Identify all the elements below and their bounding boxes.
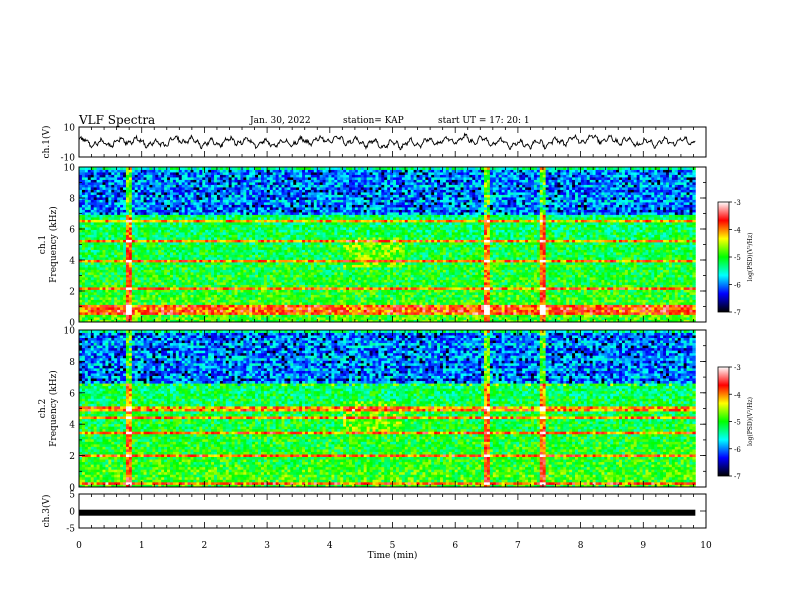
- ch1-ytick-label: 10: [64, 124, 76, 134]
- ch2-colorbar: [717, 366, 730, 477]
- ch3-ylabel: ch.3(V): [41, 495, 52, 528]
- sp1-ytick-label: 0: [69, 319, 75, 329]
- x-tick-label: 1: [139, 541, 145, 551]
- sp1-ylabel: ch.1: [38, 235, 48, 254]
- ch2-colorbar-label: log(PSD)(V²/Hz): [747, 397, 754, 446]
- ch1-colorbar-label: log(PSD)(V²/Hz): [747, 233, 754, 282]
- x-tick-label: 4: [327, 541, 333, 551]
- station-label: station= KAP: [343, 116, 404, 126]
- ch3-ytick-label: 0: [69, 508, 75, 518]
- sp1-ytick-label: 8: [69, 195, 75, 205]
- sp1-ytick-label: 2: [69, 288, 75, 298]
- ch3-waveform-line: [79, 509, 696, 516]
- sp2-ytick-label: 8: [69, 358, 75, 368]
- sp2-ytick-label: 0: [69, 484, 75, 494]
- x-tick-label: 10: [700, 541, 712, 551]
- date-label: Jan. 30, 2022: [250, 116, 311, 126]
- start-time-label: start UT = 17: 20: 1: [438, 116, 530, 126]
- x-tick-label: 6: [452, 541, 458, 551]
- ch1-ylabel: ch.1(V): [41, 126, 52, 159]
- sp2-ytick-label: 6: [69, 389, 75, 399]
- chart-title: VLF Spectra: [79, 113, 155, 127]
- ch2-colorbar-tick-label: -4: [734, 391, 741, 399]
- x-tick-label: 0: [76, 541, 82, 551]
- x-tick-label: 3: [264, 541, 270, 551]
- x-tick-label: 8: [578, 541, 584, 551]
- ch1-colorbar-tick-label: -7: [734, 309, 741, 317]
- sp1-ylabel: Frequency (kHz): [48, 206, 59, 283]
- sp2-ytick-label: 2: [69, 452, 75, 462]
- x-axis-label: Time (min): [368, 550, 418, 561]
- ch3-ytick-label: -5: [66, 525, 75, 535]
- x-tick-label: 7: [515, 541, 521, 551]
- ch2-colorbar-tick-label: -3: [734, 364, 741, 372]
- ch3-ytick-label: 5: [69, 491, 75, 501]
- ch1-ytick-label: -10: [61, 154, 76, 164]
- sp1-ytick-label: 6: [69, 226, 75, 236]
- ch1-spectrogram: [79, 167, 696, 323]
- x-tick-label: 9: [640, 541, 646, 551]
- ch1-colorbar-tick-label: -4: [734, 227, 741, 235]
- x-tick-label: 5: [390, 541, 396, 551]
- ch2-colorbar-tick-label: -5: [734, 419, 741, 427]
- sp1-ytick-label: 4: [69, 257, 75, 267]
- x-tick-label: 2: [202, 541, 208, 551]
- ch2-colorbar-tick-label: -7: [734, 473, 741, 481]
- ch2-spectrogram: [79, 330, 696, 488]
- sp1-ytick-label: 10: [64, 164, 76, 174]
- sp2-ylabel: ch.2: [38, 399, 48, 418]
- ch1-waveform-line: [78, 132, 696, 151]
- ch1-colorbar-tick-label: -3: [734, 199, 741, 207]
- ch1-colorbar: [717, 201, 730, 313]
- sp2-ytick-label: 10: [64, 327, 76, 337]
- ch1-colorbar-tick-label: -5: [734, 254, 741, 262]
- sp2-ylabel: Frequency (kHz): [48, 370, 59, 447]
- sp2-ytick-label: 4: [69, 421, 75, 431]
- ch2-colorbar-tick-label: -6: [734, 446, 741, 454]
- ch1-colorbar-tick-label: -6: [734, 282, 741, 290]
